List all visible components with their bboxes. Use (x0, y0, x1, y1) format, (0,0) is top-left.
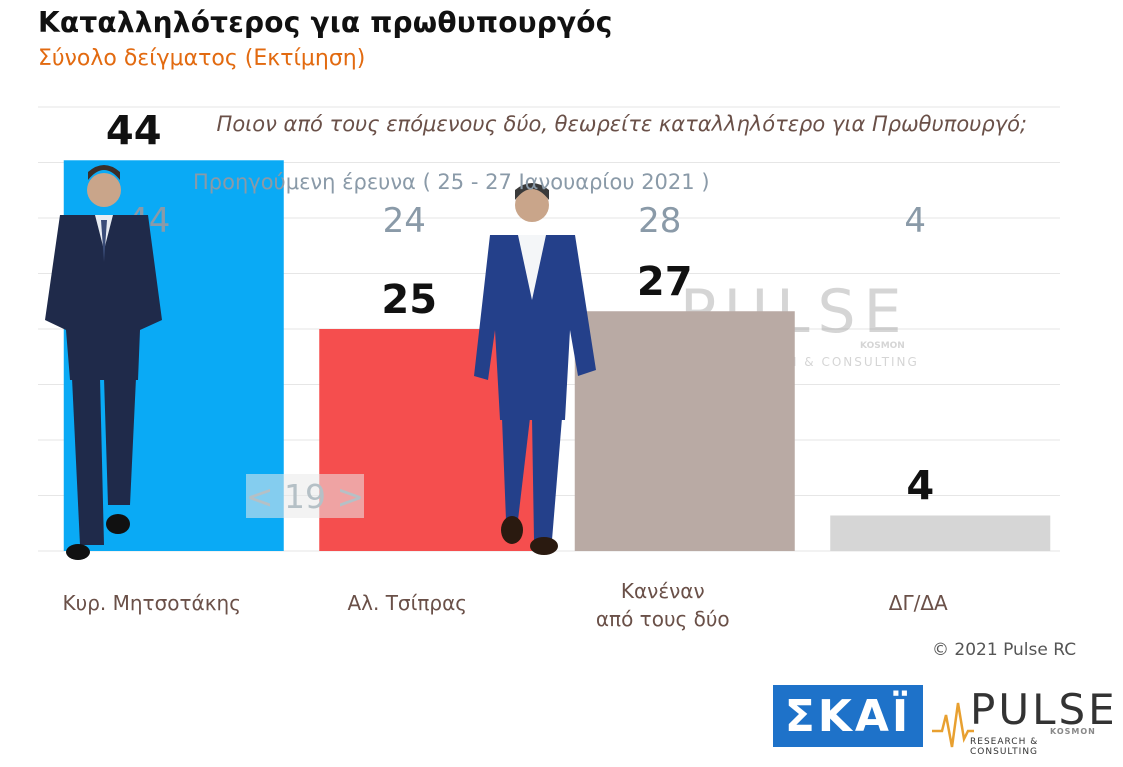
previous-value-label: 4 (904, 201, 926, 241)
bar (574, 311, 795, 551)
value-label: 44 (106, 108, 162, 154)
pulse-logo-tagline: RESEARCH & CONSULTING (970, 737, 1039, 757)
previous-value-label: 24 (383, 201, 426, 241)
previous-survey-label: Προηγούμενη έρευνα ( 25 - 27 Ιανουαρίου … (193, 170, 710, 194)
difference-label: < 19 > (246, 477, 364, 516)
pulse-logo-word: PULSE (970, 685, 1118, 734)
copyright: © 2021 Pulse RC (932, 640, 1077, 660)
value-label: 25 (381, 277, 437, 323)
category-label: Κανέναν (621, 579, 705, 603)
category-labels: Κυρ. Μητσοτάκης Αλ. Τσίπρας Κανέναν από του… (63, 579, 948, 631)
pulse-heartbeat-icon (932, 702, 974, 748)
category-label: Κυρ. Μητσοτάκης (63, 591, 241, 615)
mitsotakis-photo (45, 165, 162, 560)
previous-value-label: 28 (638, 201, 681, 241)
chart-title: Καταλληλότερος για πρωθυπουργός (38, 6, 613, 39)
pulse-logo-sub: KOSMON (1050, 727, 1096, 736)
survey-question: Ποιον από τους επόμενους δύο, θεωρείτε κ… (216, 112, 1027, 136)
chart-subtitle: Σύνολο δείγματος (Εκτίμηση) (38, 46, 366, 71)
value-labels: 44 25 27 4 (106, 108, 934, 509)
difference-indicator: < 19 > (246, 474, 364, 518)
category-label: Αλ. Τσίπρας (347, 591, 467, 615)
skai-logo: ΣΚΑΪ (773, 685, 923, 747)
tsipras-photo (474, 183, 596, 555)
value-label: 27 (637, 259, 693, 305)
pulse-logo: PULSE KOSMON RESEARCH & CONSULTING (930, 685, 1115, 757)
bar (830, 515, 1051, 551)
category-label: ΔΓ/ΔΑ (889, 591, 948, 615)
watermark-sub: KOSMON (860, 341, 905, 351)
value-label: 4 (906, 463, 934, 509)
category-label: από τους δύο (596, 607, 730, 631)
